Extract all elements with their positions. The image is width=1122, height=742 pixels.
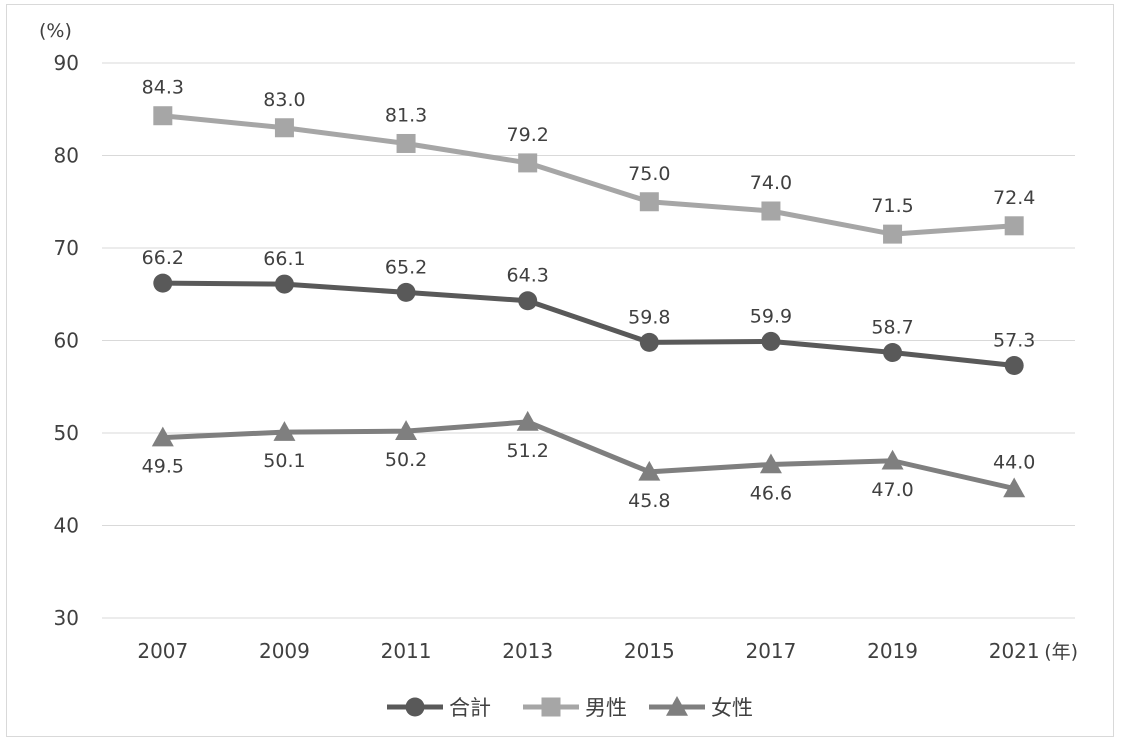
data-label: 66.1 xyxy=(263,248,305,270)
data-label: 50.2 xyxy=(385,449,427,471)
y-tick-label: 70 xyxy=(54,236,79,260)
gridlines xyxy=(102,62,1075,619)
data-label: 46.6 xyxy=(750,482,792,504)
data-label: 47.0 xyxy=(871,479,913,501)
data-label: 45.8 xyxy=(628,490,670,512)
x-tick-label: 2015 xyxy=(624,639,675,663)
data-point xyxy=(639,332,659,352)
data-point xyxy=(883,224,903,244)
data-point xyxy=(405,697,425,717)
data-point xyxy=(1004,355,1024,375)
y-tick-label: 80 xyxy=(54,144,79,168)
data-point xyxy=(1003,477,1026,498)
y-tick-label: 60 xyxy=(54,329,79,353)
data-label: 81.3 xyxy=(385,104,427,126)
y-tick-label: 90 xyxy=(54,51,79,75)
series-line xyxy=(162,280,1015,368)
data-point xyxy=(639,192,659,212)
data-point xyxy=(1004,216,1024,236)
data-label: 71.5 xyxy=(871,195,913,217)
data-label: 49.5 xyxy=(142,456,184,478)
data-label: 44.0 xyxy=(993,452,1035,474)
legend-item-square: 男性 xyxy=(523,696,627,720)
chart-frame: 30 40 50 60 70 80 90 2007 2009 2011 2013 2015 2017 2… xyxy=(6,4,1114,737)
data-point xyxy=(516,410,539,431)
x-tick-label: 2019 xyxy=(867,639,918,663)
x-axis-unit: (年) xyxy=(1044,641,1078,663)
series-line xyxy=(162,113,1015,237)
x-tick-label: 2011 xyxy=(381,639,432,663)
data-point xyxy=(883,343,903,363)
data-point xyxy=(761,201,781,221)
data-point xyxy=(274,274,294,294)
y-tick-label: 50 xyxy=(54,421,79,445)
series-line xyxy=(162,419,1015,491)
data-point xyxy=(395,420,418,440)
series-circle: 66.2 66.1 65.2 64.3 59.8 59.9 58.7 57.3 xyxy=(142,247,1035,375)
data-label: 50.1 xyxy=(263,450,305,472)
data-point xyxy=(638,460,661,481)
x-tick-label: 2007 xyxy=(137,639,188,663)
data-point xyxy=(153,106,173,126)
data-label: 59.8 xyxy=(628,306,670,328)
y-tick-label: 40 xyxy=(54,514,79,538)
data-point xyxy=(396,282,416,302)
data-label: 51.2 xyxy=(507,440,549,462)
data-label: 64.3 xyxy=(507,265,549,287)
series-square: 84.3 83.0 81.3 79.2 75.0 74.0 71.5 72.4 xyxy=(142,77,1035,244)
data-point xyxy=(396,133,416,153)
y-axis-unit: (%) xyxy=(39,20,72,42)
x-tick-label: 2009 xyxy=(259,639,310,663)
data-label: 65.2 xyxy=(385,256,427,278)
legend-item-circle: 合計 xyxy=(387,696,491,720)
series-group: 66.2 66.1 65.2 64.3 59.8 59.9 58.7 57.3 84.3 83.0… xyxy=(142,77,1036,512)
data-point xyxy=(666,696,688,716)
legend-label: 男性 xyxy=(585,696,627,720)
data-label: 66.2 xyxy=(142,247,184,269)
series-triangle: 49.5 50.1 50.2 51.2 45.8 46.6 47.0 44.0 xyxy=(142,410,1035,512)
data-label: 74.0 xyxy=(750,172,792,194)
data-label: 75.0 xyxy=(628,163,670,185)
legend: 合計 男性 女性 xyxy=(387,696,753,720)
legend-item-triangle: 女性 xyxy=(649,696,753,720)
x-tick-label: 2017 xyxy=(745,639,796,663)
data-point xyxy=(518,291,538,311)
data-point xyxy=(881,449,904,470)
data-point xyxy=(541,697,561,717)
data-label: 57.3 xyxy=(993,329,1035,351)
data-label: 72.4 xyxy=(993,187,1035,209)
x-tick-label: 2021 xyxy=(989,639,1040,663)
y-tick-label: 30 xyxy=(54,606,79,630)
legend-label: 合計 xyxy=(449,696,491,720)
data-point xyxy=(273,421,296,441)
y-axis-ticks: 30 40 50 60 70 80 90 xyxy=(54,51,79,630)
data-label: 59.9 xyxy=(750,305,792,327)
data-label: 79.2 xyxy=(507,124,549,146)
data-label: 84.3 xyxy=(142,77,184,99)
data-point xyxy=(153,273,173,293)
data-point xyxy=(759,453,782,474)
data-point xyxy=(274,118,294,138)
data-point xyxy=(151,426,174,447)
data-label: 58.7 xyxy=(871,317,913,339)
data-label: 83.0 xyxy=(263,89,305,111)
legend-label: 女性 xyxy=(711,696,753,720)
x-axis-ticks: 2007 2009 2011 2013 2015 2017 2019 2021 xyxy=(137,639,1039,663)
data-point xyxy=(518,153,538,173)
x-tick-label: 2013 xyxy=(502,639,553,663)
data-point xyxy=(761,331,781,351)
